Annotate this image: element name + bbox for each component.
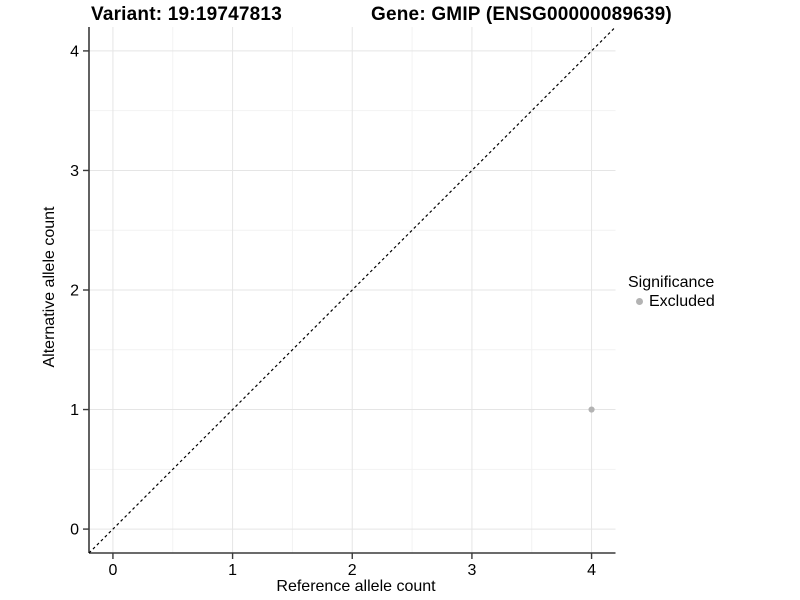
x-tick-label: 0 <box>108 562 117 579</box>
variant-title: Variant: 19:19747813 <box>91 4 282 25</box>
legend-items: Excluded <box>628 293 715 310</box>
x-tick-label: 1 <box>228 562 237 579</box>
x-tick-label: 3 <box>467 562 476 579</box>
y-axis-label: Alternative allele count <box>41 206 58 368</box>
y-tick-label: 4 <box>70 43 79 60</box>
legend-title: Significance <box>628 274 715 291</box>
x-axis-label: Reference allele count <box>276 578 436 595</box>
diagonal-reference-line <box>88 26 616 554</box>
y-tick-label: 1 <box>70 402 79 419</box>
x-tick-label: 2 <box>348 562 357 579</box>
y-tick-label: 0 <box>70 522 79 539</box>
legend-item-label: Excluded <box>649 293 715 310</box>
data-point <box>588 406 595 413</box>
y-tick-label: 2 <box>70 283 79 300</box>
legend: Significance Excluded <box>628 273 715 310</box>
y-tick-label: 3 <box>70 163 79 180</box>
gene-title: Gene: GMIP (ENSG00000089639) <box>371 4 672 25</box>
x-tick-label: 4 <box>587 562 596 579</box>
legend-dot-icon <box>636 298 643 305</box>
legend-item: Excluded <box>628 293 715 310</box>
